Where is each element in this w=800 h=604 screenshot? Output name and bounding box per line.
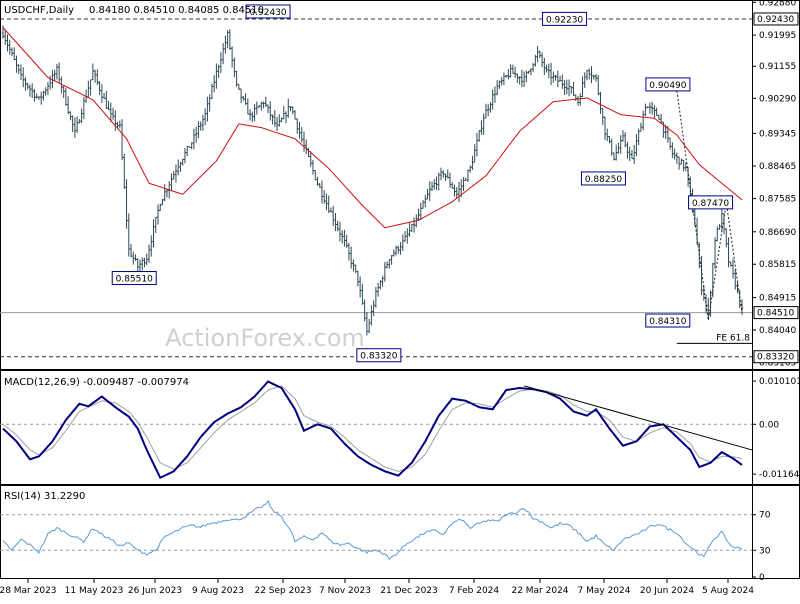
price-label-box [111, 271, 157, 286]
fe-level-label: FE 61.8 [716, 333, 750, 343]
price-y-tick-label: 0.90290 [759, 94, 796, 104]
price-label-box [645, 77, 691, 92]
price-y-tick-label: 0.88465 [759, 162, 796, 172]
price-y-tick-label: 0.84915 [759, 294, 796, 304]
ohlc-label: 0.84180 0.84510 0.84085 0.84510 [89, 5, 264, 16]
fibonacci-projection-line [676, 90, 743, 321]
x-tick-label: 9 Aug 2023 [192, 586, 244, 596]
current-value-box [753, 350, 799, 364]
rsi-y-tick-label: 30 [759, 546, 771, 556]
header: USDCHF,Daily 0.84180 0.84510 0.84085 0.8… [4, 5, 264, 16]
price-label-box [645, 313, 691, 328]
price-y-tick-label: 0.86690 [759, 228, 796, 238]
x-axis: 28 Mar 2023 11 May 2023 26 Jun 2023 9 Aug 2… [0, 579, 754, 596]
price-label-text: 0.90490 [649, 81, 686, 91]
price-y-tick-label: 0.87585 [759, 195, 796, 205]
x-tick-label: 5 Aug 2024 [702, 586, 754, 596]
x-tick-label: 21 Dec 2023 [380, 586, 438, 596]
price-label-text: 0.84310 [649, 317, 686, 327]
reference-line-label: 0.83320 [757, 353, 794, 363]
x-tick-label: 26 Jun 2023 [128, 586, 182, 596]
reference-line-label: 0.92430 [757, 15, 794, 25]
macd-y-tick-label: 0.010101 [759, 377, 800, 387]
x-tick-label: 20 Jun 2024 [640, 586, 694, 596]
macd-y-tick-label: -0.011645 [759, 470, 800, 480]
moving-average-line [2, 27, 743, 229]
x-tick-label: 22 Sep 2023 [254, 586, 311, 596]
price-label-text: 0.92230 [546, 15, 583, 25]
price-panel: 0.92880 0.91995 0.91155 0.90290 0.89345 0.884… [0, 0, 799, 368]
rsi-y-tick-label: 0 [759, 573, 765, 583]
price-y-tick-label: 0.91155 [759, 62, 796, 72]
x-tick-label: 7 Nov 2023 [319, 586, 371, 596]
macd-title: MACD(12,26,9) -0.009487 -0.007974 [4, 377, 189, 388]
price-y-tick-label: 0.83165 [759, 358, 796, 368]
watermark: ActionForex.com [165, 324, 365, 352]
rsi-line [2, 499, 743, 561]
x-tick-label: 11 May 2023 [65, 586, 124, 596]
rsi-y-tick-label: 70 [759, 511, 771, 521]
current-value-box [753, 12, 799, 26]
price-label-box [542, 11, 588, 26]
rsi-panel: 70 30 0 [0, 499, 771, 583]
macd-trendline [523, 385, 753, 451]
price-y-tick-label: 0.84040 [759, 326, 796, 336]
x-tick-label: 28 Mar 2023 [0, 586, 57, 596]
current-value-box [753, 306, 799, 320]
watermark-text: ActionForex.com [165, 324, 365, 352]
rsi-title: RSI(14) 31.2290 [4, 491, 85, 502]
price-label-text: 0.83320 [360, 352, 397, 362]
price-label-text: 0.87470 [692, 199, 729, 209]
macd-signal-line [2, 385, 743, 472]
price-label-text: 0.88250 [585, 175, 622, 185]
reference-line-label: 0.84510 [757, 309, 794, 319]
x-tick-label: 22 Mar 2024 [511, 586, 568, 596]
price-y-tick-label: 0.92880 [759, 0, 796, 8]
macd-panel: 0.010101 0.00 -0.011645 [0, 377, 800, 480]
price-label-text: 0.85510 [116, 275, 153, 285]
price-y-tick-label: 0.89345 [759, 129, 796, 139]
price-y-tick-label: 0.85815 [759, 260, 796, 270]
price-y-tick-label: 0.91995 [759, 31, 796, 41]
x-tick-label: 7 Feb 2024 [449, 586, 500, 596]
macd-line [2, 380, 743, 480]
macd-y-tick-label: 0.00 [759, 420, 779, 430]
symbol-label: USDCHF,Daily [4, 5, 74, 16]
x-tick-label: 7 May 2024 [578, 586, 631, 596]
price-label-box [688, 195, 734, 210]
price-label-box [580, 171, 626, 186]
rsi-panel-frame [0, 485, 800, 579]
price-label-text: 0.92430 [249, 8, 286, 18]
price-label-box [356, 348, 402, 363]
price-label-box [245, 4, 291, 19]
